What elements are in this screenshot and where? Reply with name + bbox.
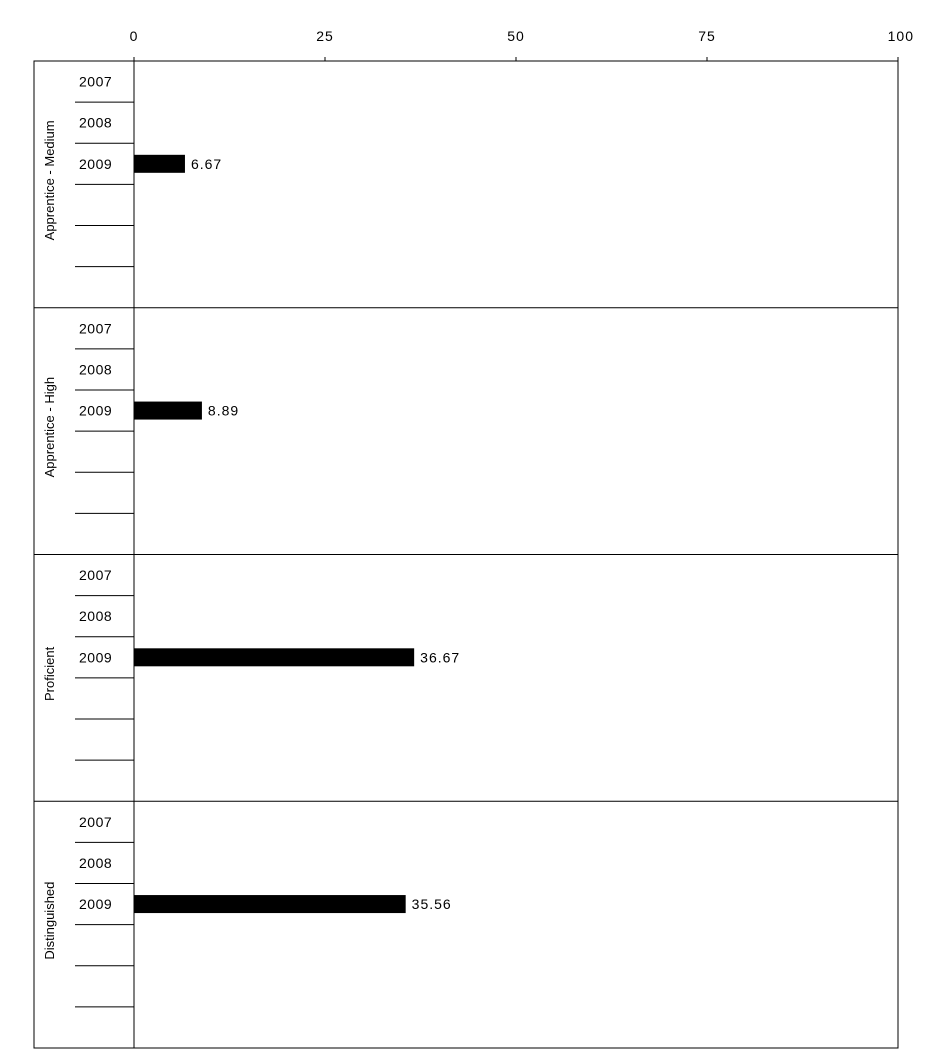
group-label: Proficient: [42, 646, 57, 701]
x-axis: 0 25 50 75 100: [130, 28, 914, 61]
category-label: 2007: [79, 320, 112, 336]
x-tick-label: 100: [888, 28, 914, 44]
bar: [134, 154, 185, 173]
category-label: 2008: [79, 608, 112, 624]
category-label: 2008: [79, 855, 112, 871]
category-label: 2008: [79, 361, 112, 377]
bar: [134, 648, 415, 667]
bar: [134, 895, 406, 914]
category-label: 2007: [79, 74, 112, 90]
y-axis: Apprentice - Medium 2007 2008 2009 Apprentic…: [34, 61, 898, 1048]
category-label: 2009: [79, 649, 112, 665]
category-label: 2007: [79, 567, 112, 583]
bar: [134, 401, 202, 420]
data-label: 36.67: [420, 649, 460, 665]
x-tick-label: 50: [507, 28, 525, 44]
x-tick-label: 75: [698, 28, 716, 44]
category-label: 2009: [79, 156, 112, 172]
group-label: Apprentice - Medium: [42, 120, 57, 240]
category-label: 2007: [79, 814, 112, 830]
bars: 6.67 8.89 36.67 35.56: [134, 154, 460, 914]
category-label: 2009: [79, 896, 112, 912]
category-label: 2008: [79, 115, 112, 131]
x-tick-label: 0: [130, 28, 139, 44]
data-label: 35.56: [412, 896, 452, 912]
x-tick-label: 25: [316, 28, 334, 44]
data-label: 8.89: [208, 403, 239, 419]
category-label: 2009: [79, 403, 112, 419]
group-label: Apprentice - High: [42, 377, 57, 477]
group-label: Distinguished: [42, 882, 57, 960]
data-label: 6.67: [191, 156, 222, 172]
